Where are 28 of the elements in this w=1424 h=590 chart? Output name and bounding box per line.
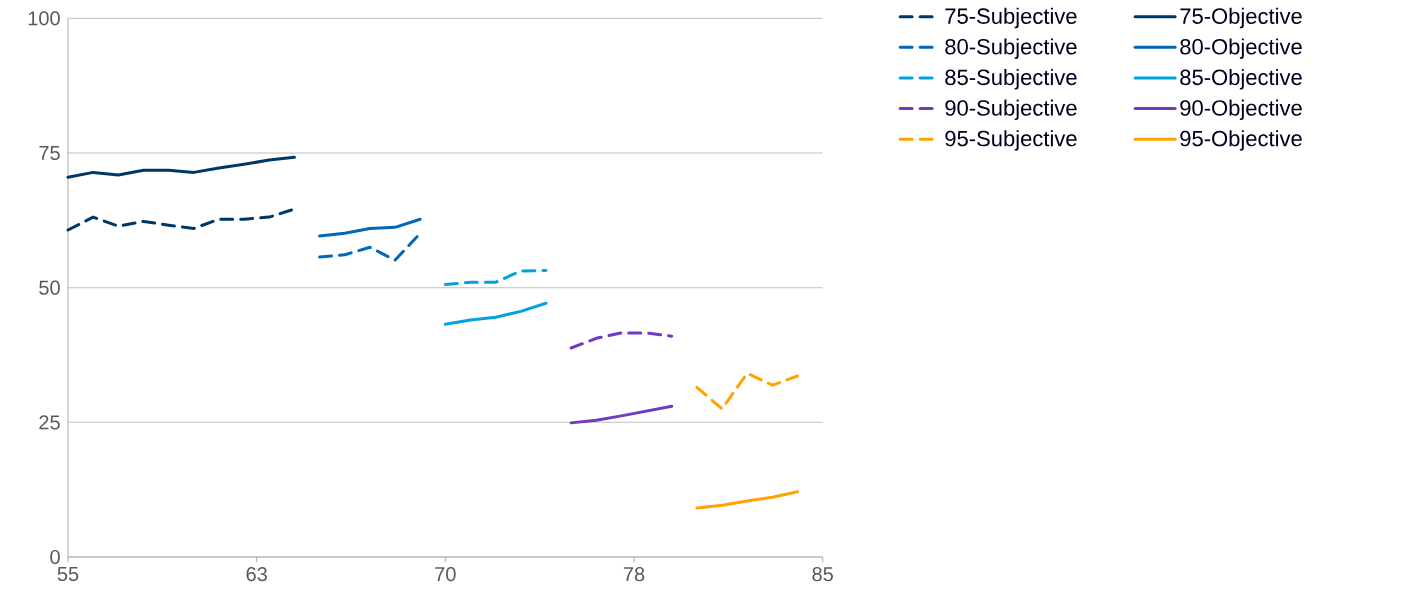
legend-label: 80-Subjective bbox=[945, 38, 1077, 59]
legend-label: 95-Objective bbox=[1180, 130, 1302, 151]
legend-label: 85-Subjective bbox=[945, 69, 1077, 90]
y-tick-label: 75 bbox=[39, 146, 60, 160]
legend-label: 90-Objective bbox=[1180, 99, 1302, 121]
line-series bbox=[443, 301, 548, 326]
y-tick-label: 0 bbox=[50, 549, 60, 565]
line-series bbox=[66, 207, 296, 232]
y-tick-label: 50 bbox=[39, 280, 60, 295]
line-series bbox=[695, 371, 800, 411]
legend-label: 85-Objective bbox=[1180, 69, 1302, 90]
legend-label: 75-Subjective bbox=[945, 7, 1077, 29]
x-tick-label: 55 bbox=[57, 567, 79, 581]
legend-label: 80-Objective bbox=[1180, 38, 1302, 59]
legend-label: 95-Subjective bbox=[945, 130, 1077, 151]
x-tick-label: 63 bbox=[246, 567, 267, 582]
legend-label: 75-Objective bbox=[1180, 7, 1302, 29]
line-series bbox=[66, 155, 296, 179]
line-series bbox=[318, 217, 422, 238]
y-tick-label: 100 bbox=[28, 11, 60, 26]
x-tick-label: 85 bbox=[812, 567, 833, 582]
x-tick-label: 70 bbox=[435, 567, 456, 582]
x-tick-label: 78 bbox=[623, 567, 645, 582]
line-series bbox=[569, 331, 674, 350]
legend-label: 90-Subjective bbox=[945, 99, 1077, 121]
line-series bbox=[695, 490, 800, 510]
line-series bbox=[443, 268, 548, 286]
y-tick-label: 25 bbox=[39, 415, 60, 430]
